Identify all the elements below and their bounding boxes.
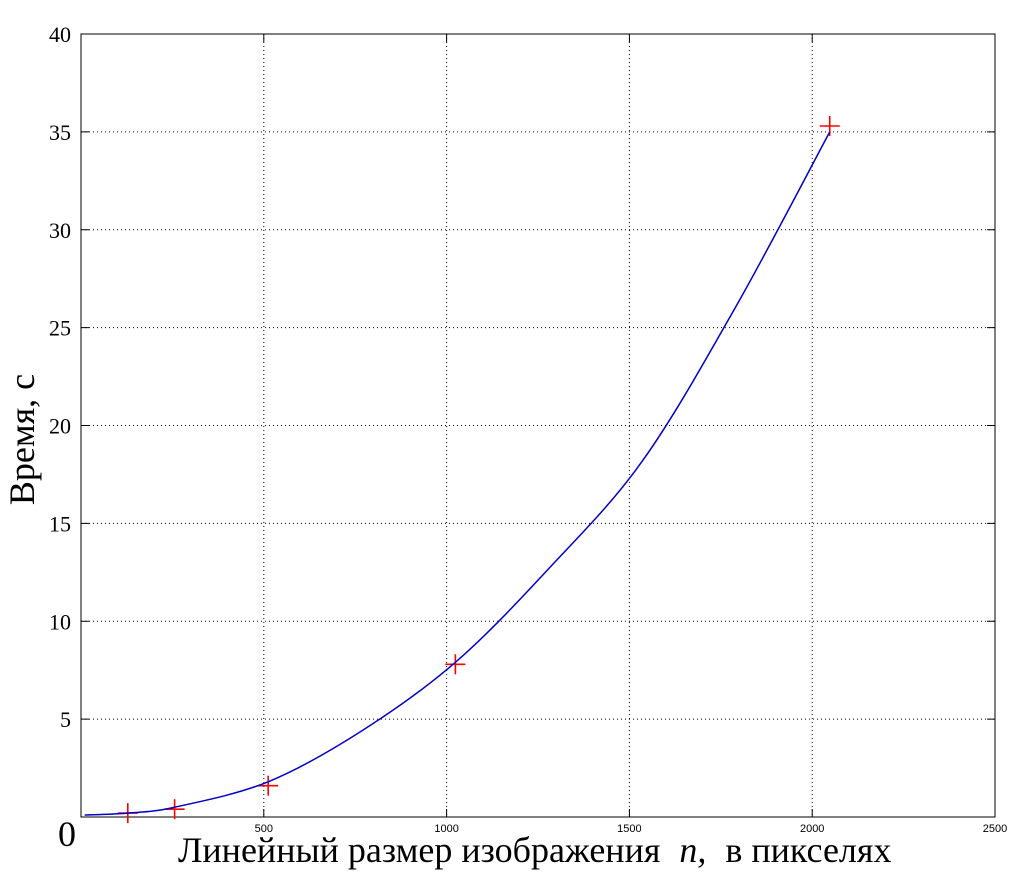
y-tick-label-zero: 0 <box>58 814 76 854</box>
x-tick-labels: 500 1000 1500 2000 2500 <box>255 823 1008 835</box>
y-tick-labels: 0 5 10 15 20 25 30 35 40 <box>49 22 76 854</box>
y-tick-label: 20 <box>49 414 71 439</box>
fitted-curve-line <box>84 131 831 816</box>
tick-marks <box>81 33 996 818</box>
y-axis-label: Время, с <box>2 374 42 505</box>
x-tick-label: 2500 <box>983 823 1007 835</box>
x-axis-label: Линейный размер изображения n, в пикселя… <box>178 830 891 870</box>
x-axis-label-text: Линейный размер изображения <box>178 830 660 870</box>
series-layer <box>84 116 840 824</box>
y-tick-label: 30 <box>49 218 71 243</box>
x-tick-label: 2000 <box>800 823 824 835</box>
x-axis-label-suffix: в пикселях <box>725 830 891 870</box>
y-tick-label: 5 <box>60 707 71 732</box>
grid-lines <box>81 34 995 817</box>
data-point-marker <box>445 654 466 675</box>
x-tick-label: 500 <box>255 823 273 835</box>
y-tick-label: 35 <box>49 120 71 145</box>
x-tick-label: 1000 <box>434 823 458 835</box>
x-tick-label: 1500 <box>617 823 641 835</box>
y-tick-label: 10 <box>49 609 71 634</box>
y-tick-label: 15 <box>49 511 71 536</box>
data-point-marker <box>258 775 279 796</box>
y-tick-label: 25 <box>49 316 71 341</box>
y-tick-label: 40 <box>49 22 71 47</box>
x-axis-label-variable: n, <box>679 830 706 870</box>
